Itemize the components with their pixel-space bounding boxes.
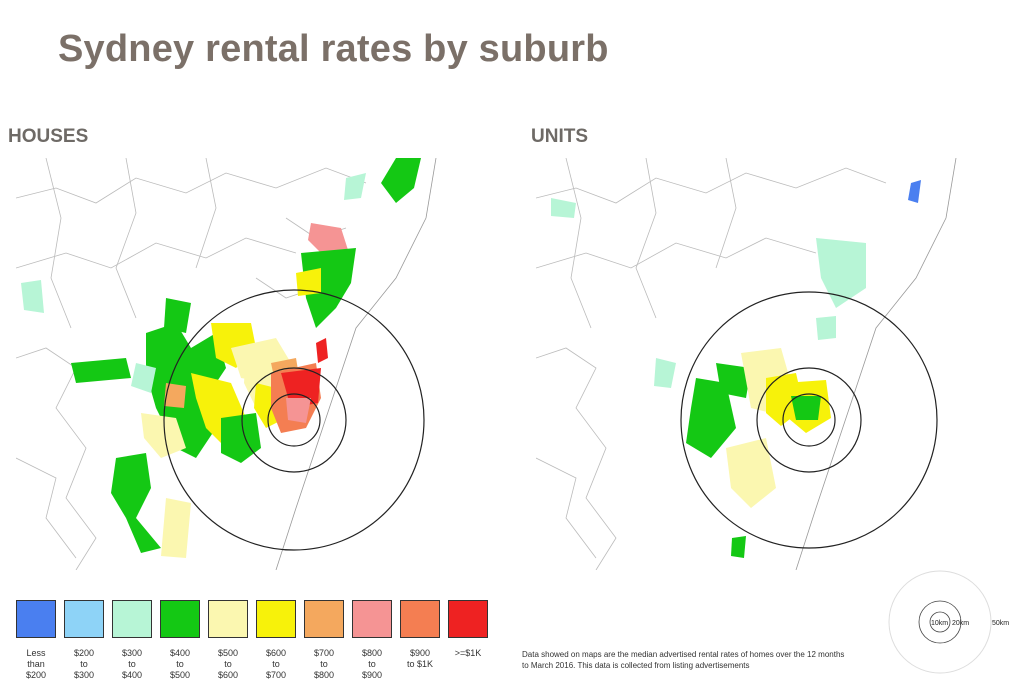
legend-swatch — [400, 600, 440, 638]
scale-label-20km: 20km — [952, 620, 969, 627]
scale-ring-10km — [929, 611, 951, 633]
units-map — [536, 158, 957, 570]
houses-map — [16, 158, 437, 570]
legend-item: >=$1K — [448, 600, 488, 659]
legend-swatch — [256, 600, 296, 638]
legend-swatch — [352, 600, 392, 638]
distance-rings — [163, 289, 425, 551]
legend-item: $400 to $500 — [160, 600, 200, 681]
legend-item: $600 to $700 — [256, 600, 296, 681]
scale-ring-20km — [918, 600, 962, 644]
distance-rings — [680, 291, 938, 549]
scale-label-10km: 10km — [931, 620, 948, 627]
legend-item: $200 to $300 — [64, 600, 104, 681]
suburb-fills — [551, 180, 921, 558]
legend-item: Less than $200 — [16, 600, 56, 681]
legend-label: >=$1K — [454, 648, 482, 658]
legend-swatch — [112, 600, 152, 638]
suburb-boundaries — [536, 158, 957, 570]
distance-scale: 10km 20km 50km — [888, 570, 1009, 674]
legend-item: $300 to $400 — [112, 600, 152, 681]
legend-swatch — [448, 600, 488, 638]
legend-swatch — [304, 600, 344, 638]
legend-swatch — [160, 600, 200, 638]
legend-label: $500 to $600 — [217, 648, 239, 680]
legend-label: $200 to $300 — [73, 648, 95, 680]
legend-swatch — [208, 600, 248, 638]
legend-swatch — [16, 600, 56, 638]
legend-item: $500 to $600 — [208, 600, 248, 681]
legend-label: $700 to $800 — [313, 648, 335, 680]
scale-label-50km: 50km — [992, 620, 1009, 627]
houses-label: HOUSES — [8, 126, 89, 147]
data-source-note: Data showed on maps are the median adver… — [522, 650, 845, 670]
legend-item: $700 to $800 — [304, 600, 344, 681]
legend-label: $400 to $500 — [169, 648, 191, 680]
page-title: Sydney rental rates by suburb — [58, 28, 609, 70]
legend-swatch — [64, 600, 104, 638]
legend-item: $900 to $1K — [400, 600, 440, 670]
legend-item: $800 to $900 — [352, 600, 392, 681]
scale-ring-50km — [888, 570, 992, 674]
legend-label: Less than $200 — [25, 648, 47, 680]
legend-label: $600 to $700 — [265, 648, 287, 680]
legend-label: $900 to $1K — [406, 648, 434, 669]
suburb-boundaries — [16, 158, 437, 570]
legend-label: $300 to $400 — [121, 648, 143, 680]
legend: Less than $200 $200 to $300 $300 to $400… — [16, 600, 506, 682]
units-label: UNITS — [531, 126, 588, 147]
suburb-fills — [21, 158, 421, 558]
legend-label: $800 to $900 — [361, 648, 383, 680]
